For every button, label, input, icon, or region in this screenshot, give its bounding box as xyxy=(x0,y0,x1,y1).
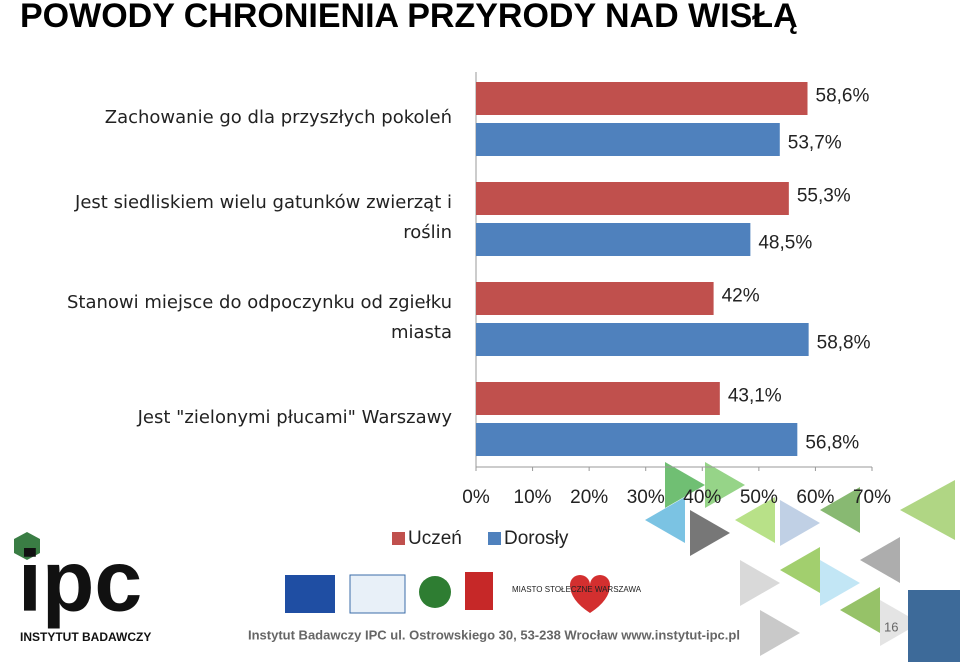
legend-swatch xyxy=(392,532,405,545)
category-label: Jest "zielonymi płucami" Warszawy xyxy=(137,407,452,428)
x-tick-label: 60% xyxy=(796,487,834,508)
x-tick-label: 70% xyxy=(853,487,891,508)
page-number: 16 xyxy=(884,619,898,634)
legend-label: Uczeń xyxy=(408,528,462,549)
data-label: 58,8% xyxy=(817,333,871,354)
legend-swatch xyxy=(488,532,501,545)
bar xyxy=(476,123,780,156)
data-label: 58,6% xyxy=(816,86,870,107)
city-logo-text: MIASTO STOŁECZNE WARSZAWA xyxy=(512,585,642,594)
data-label: 53,7% xyxy=(788,133,842,154)
bar xyxy=(476,223,751,256)
x-tick-label: 0% xyxy=(462,487,490,508)
x-tick-label: 40% xyxy=(683,487,721,508)
data-label: 55,3% xyxy=(797,186,851,207)
chart-title: POWODY CHRONIENIA PRZYRODY NAD WISŁĄ xyxy=(20,0,798,35)
category-label: Zachowanie go dla przyszłych pokoleń xyxy=(104,107,452,128)
bar xyxy=(476,282,714,315)
data-label: 48,5% xyxy=(758,233,812,254)
bar xyxy=(476,382,720,415)
bar xyxy=(476,82,808,115)
footer-address: Instytut Badawczy IPC ul. Ostrowskiego 3… xyxy=(248,627,740,642)
x-tick-label: 30% xyxy=(627,487,665,508)
bar xyxy=(476,182,789,215)
logo-text: ipc xyxy=(18,534,142,630)
x-tick-label: 20% xyxy=(570,487,608,508)
decoration xyxy=(645,462,960,662)
bar xyxy=(476,323,809,356)
data-label: 42% xyxy=(722,286,760,307)
data-label: 56,8% xyxy=(805,433,859,454)
x-tick-label: 50% xyxy=(740,487,778,508)
logo-subtitle: INSTYTUT BADAWCZY xyxy=(20,630,151,644)
data-label: 43,1% xyxy=(728,386,782,407)
logos xyxy=(14,532,610,614)
x-tick-label: 10% xyxy=(514,487,552,508)
bar xyxy=(476,423,798,456)
legend-label: Dorosły xyxy=(504,528,569,549)
category-label: Stanowi miejsce do odpoczynku od zgiełku… xyxy=(66,292,452,343)
category-label: Jest siedliskiem wielu gatunków zwierząt… xyxy=(75,192,452,243)
